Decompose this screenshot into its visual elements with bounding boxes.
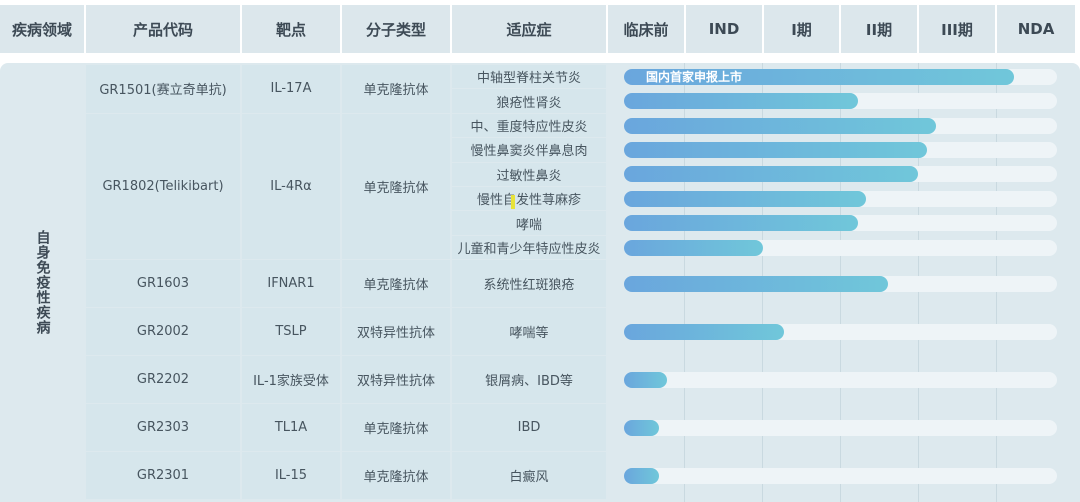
progress-track: [624, 141, 1057, 158]
product-code-cell: GR1603: [86, 260, 240, 308]
indication-cell: 中、重度特应性皮炎: [452, 113, 606, 138]
progress-track: [624, 215, 1057, 232]
product-code-cell: GR2002: [86, 308, 240, 356]
header-indication: 适应症: [452, 5, 606, 53]
molecule-type-cell: 双特异性抗体: [342, 356, 450, 404]
indication-cell: 中轴型脊柱关节炎: [452, 65, 606, 89]
product-code-cell: GR1802(Telikibart): [86, 113, 240, 260]
progress-bar: [624, 190, 866, 207]
text-cursor-marker: [511, 195, 515, 209]
progress-bar: [624, 467, 659, 484]
progress-bar: [624, 419, 659, 436]
indication-cell: 过敏性鼻炎: [452, 162, 606, 186]
category-label: 自身免疫性疾病: [34, 230, 51, 335]
header-molecule-type: 分子类型: [342, 5, 450, 53]
progress-bar: [624, 371, 667, 388]
indication-cell: 系统性红斑狼疮: [452, 260, 606, 308]
header-phase-1: I期: [764, 5, 839, 53]
indication-cell: 慢性鼻窦炎伴鼻息肉: [452, 138, 606, 162]
product-code-cell: GR1501(赛立奇单抗): [86, 65, 240, 113]
progress-bar: [624, 141, 927, 158]
progress-bar: [624, 215, 858, 232]
target-cell: IL-15: [242, 452, 340, 500]
target-cell: TSLP: [242, 308, 340, 356]
indication-cell: 狼疮性肾炎: [452, 89, 606, 113]
molecule-type-cell: 单克隆抗体: [342, 113, 450, 260]
progress-track: 国内首家申报上市: [624, 68, 1057, 85]
table-header: 疾病领域 产品代码 靶点 分子类型 适应症 临床前 IND I期 II期 III…: [0, 0, 1080, 57]
target-cell: IL-17A: [242, 65, 340, 113]
product-code-cell: GR2303: [86, 404, 240, 452]
progress-track: [624, 323, 1057, 340]
indication-cell: 哮喘: [452, 211, 606, 235]
indication-cell: IBD: [452, 404, 606, 452]
progress-track: [624, 419, 1057, 436]
molecule-type-cell: 单克隆抗体: [342, 404, 450, 452]
progress-bar: [624, 323, 784, 340]
progress-bar: [624, 117, 936, 134]
progress-bar-label: 国内首家申报上市: [646, 69, 743, 84]
header-product-code: 产品代码: [86, 5, 240, 53]
progress-track: [624, 275, 1057, 292]
progress-track: [624, 166, 1057, 183]
header-disease-area: 疾病领域: [0, 5, 84, 53]
progress-bar: [624, 239, 763, 256]
target-cell: IL-4Rα: [242, 113, 340, 260]
header-nda: NDA: [997, 5, 1075, 53]
header-target: 靶点: [242, 5, 340, 53]
indication-cell: 白癜风: [452, 452, 606, 500]
molecule-type-cell: 双特异性抗体: [342, 308, 450, 356]
target-cell: IL-1家族受体: [242, 356, 340, 404]
indication-cell: 慢性自发性荨麻疹: [452, 187, 606, 211]
molecule-type-cell: 单克隆抗体: [342, 65, 450, 113]
progress-bar: [624, 275, 888, 292]
header-phase-2: II期: [841, 5, 917, 53]
indication-cell: 哮喘等: [452, 308, 606, 356]
molecule-type-cell: 单克隆抗体: [342, 260, 450, 308]
product-code-cell: GR2301: [86, 452, 240, 500]
progress-track: [624, 371, 1057, 388]
progress-bar: 国内首家申报上市: [624, 68, 1014, 85]
target-cell: IFNAR1: [242, 260, 340, 308]
molecule-type-cell: 单克隆抗体: [342, 452, 450, 500]
progress-track: [624, 190, 1057, 207]
indication-cell: 儿童和青少年特应性皮炎: [452, 235, 606, 260]
product-code-cell: GR2202: [86, 356, 240, 404]
header-phase-3: III期: [919, 5, 995, 53]
progress-track: [624, 93, 1057, 110]
header-ind: IND: [686, 5, 762, 53]
target-cell: TL1A: [242, 404, 340, 452]
progress-track: [624, 467, 1057, 484]
indication-cell: 银屑病、IBD等: [452, 356, 606, 404]
progress-track: [624, 117, 1057, 134]
progress-bar: [624, 93, 858, 110]
progress-track: [624, 239, 1057, 256]
header-preclinical: 临床前: [608, 5, 684, 53]
category-cell: 自身免疫性疾病: [0, 63, 85, 502]
progress-bar: [624, 166, 918, 183]
